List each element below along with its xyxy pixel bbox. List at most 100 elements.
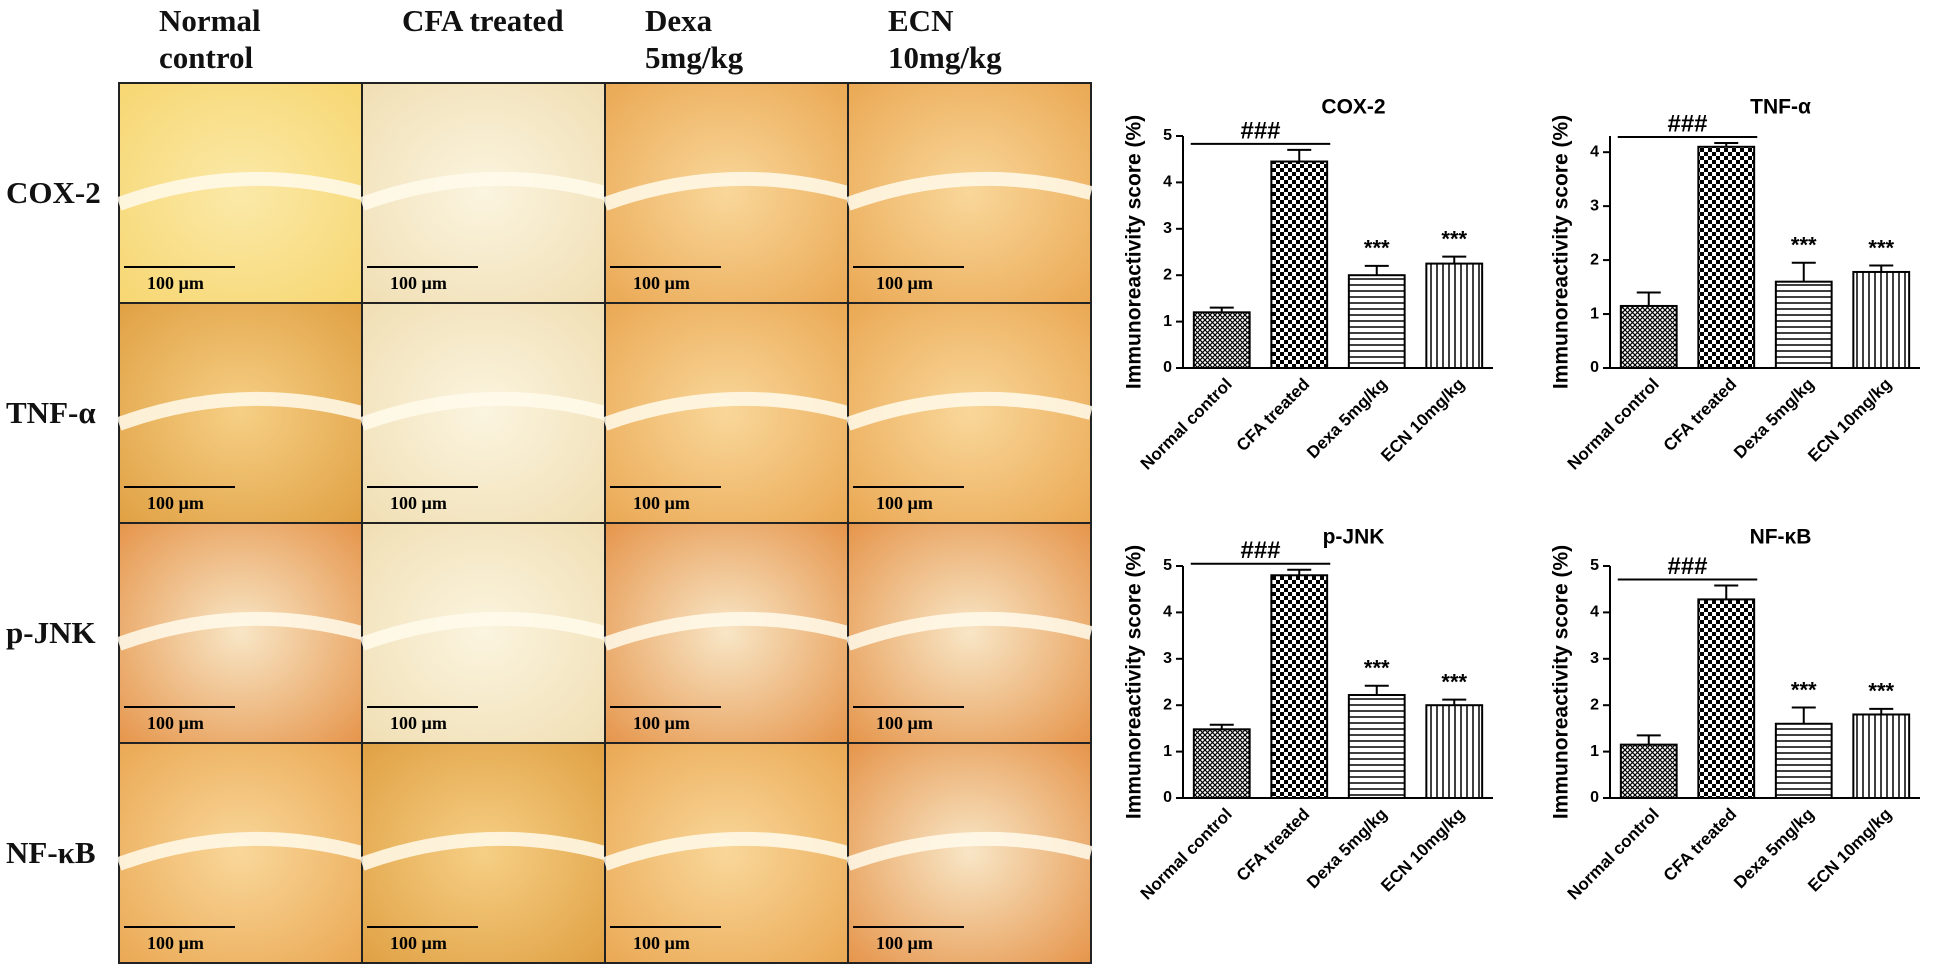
- scale-bar-label: 100 µm: [147, 493, 204, 513]
- tissue-band: [845, 391, 1093, 431]
- row-label: TNF-α: [6, 395, 96, 430]
- tissue-band: [359, 171, 607, 211]
- y-tick-label: 0: [1163, 789, 1172, 806]
- error-bar: [1442, 698, 1467, 706]
- scale-bar-label: 100 µm: [876, 713, 933, 733]
- column-header: CFA treated: [402, 3, 564, 38]
- bar: [1192, 728, 1251, 799]
- tissue-band: [116, 391, 364, 431]
- y-tick-label: 4: [1590, 143, 1599, 160]
- bar: [1697, 145, 1756, 369]
- scale-bar-label: 100 µm: [147, 933, 204, 953]
- y-tick-label: 0: [1590, 789, 1599, 806]
- category-label: ECN 10mg/kg: [1804, 375, 1895, 466]
- category-label: Normal control: [1564, 805, 1663, 904]
- tissue-band: [602, 171, 850, 211]
- bracket-label: ###: [1240, 537, 1280, 564]
- error-bar: [1209, 306, 1234, 313]
- bar: [1425, 262, 1484, 370]
- tissue-band: [359, 831, 607, 871]
- category-label: Dexa 5mg/kg: [1730, 805, 1818, 893]
- category-label: ECN 10mg/kg: [1804, 805, 1895, 896]
- y-axis-label: Immunoreactivity score (%): [1550, 545, 1573, 819]
- y-tick-label: 5: [1163, 127, 1172, 144]
- tissue-band: [116, 171, 364, 211]
- chart-title: TNF-α: [1750, 96, 1811, 119]
- scale-bar-label: 100 µm: [633, 273, 690, 293]
- scale-bar-label: 100 µm: [390, 713, 447, 733]
- bar: [1347, 693, 1406, 800]
- scale-bar-label: 100 µm: [147, 273, 204, 293]
- bracket-label: ###: [1240, 117, 1280, 144]
- error-bar: [1364, 264, 1389, 276]
- significance-marker: ***: [1441, 669, 1467, 694]
- error-bar: [1714, 584, 1739, 600]
- category-label: CFA treated: [1233, 375, 1313, 455]
- tissue-band: [359, 391, 607, 431]
- y-axis-label: Immunoreactivity score (%): [1550, 115, 1573, 389]
- y-tick-label: 4: [1163, 174, 1172, 191]
- category-label: Normal control: [1564, 375, 1663, 474]
- scale-bar-label: 100 µm: [390, 273, 447, 293]
- scale-bar-label: 100 µm: [633, 713, 690, 733]
- y-tick-label: 3: [1590, 650, 1599, 667]
- y-tick-label: 4: [1163, 604, 1172, 621]
- y-tick-label: 3: [1163, 650, 1172, 667]
- category-label: CFA treated: [1660, 805, 1740, 885]
- error-bar: [1636, 291, 1661, 306]
- y-tick-label: 1: [1590, 305, 1599, 322]
- tissue-band: [845, 831, 1093, 871]
- bar: [1774, 722, 1833, 800]
- scale-bar-label: 100 µm: [876, 493, 933, 513]
- y-tick-label: 1: [1590, 743, 1599, 760]
- y-tick-label: 5: [1590, 557, 1599, 574]
- significance-marker: ***: [1868, 679, 1894, 704]
- tissue-band: [602, 831, 850, 871]
- category-label: ECN 10mg/kg: [1377, 375, 1468, 466]
- category-label: CFA treated: [1660, 375, 1740, 455]
- error-bar: [1636, 734, 1661, 745]
- category-label: Normal control: [1137, 805, 1236, 904]
- category-label: Dexa 5mg/kg: [1303, 805, 1391, 893]
- significance-marker: ***: [1868, 235, 1894, 260]
- significance-marker: ***: [1364, 236, 1390, 261]
- scale-bar-label: 100 µm: [633, 933, 690, 953]
- y-tick-label: 2: [1590, 696, 1599, 713]
- error-bar: [1714, 142, 1739, 147]
- bar: [1270, 160, 1329, 369]
- error-bar: [1791, 261, 1816, 282]
- bar: [1425, 704, 1484, 800]
- category-label: Normal control: [1137, 375, 1236, 474]
- y-tick-label: 2: [1163, 266, 1172, 283]
- bar: [1774, 280, 1833, 369]
- y-axis-label: Immunoreactivity score (%): [1123, 545, 1146, 819]
- bar: [1852, 270, 1911, 370]
- tissue-band: [845, 171, 1093, 211]
- column-header: Dexa 5mg/kg: [645, 3, 744, 75]
- error-bar: [1442, 255, 1467, 264]
- y-tick-label: 1: [1163, 743, 1172, 760]
- tissue-band: [359, 611, 607, 651]
- tissue-band: [116, 831, 364, 871]
- category-label: Dexa 5mg/kg: [1303, 375, 1391, 463]
- category-label: ECN 10mg/kg: [1377, 805, 1468, 896]
- scale-bar-label: 100 µm: [147, 713, 204, 733]
- bar: [1347, 274, 1406, 370]
- tissue-band: [602, 611, 850, 651]
- bar: [1619, 304, 1678, 370]
- tissue-band: [602, 391, 850, 431]
- bar: [1852, 713, 1911, 799]
- y-tick-label: 2: [1590, 251, 1599, 268]
- significance-marker: ***: [1791, 677, 1817, 702]
- scale-bar-label: 100 µm: [390, 933, 447, 953]
- row-label: NF-κB: [6, 835, 96, 870]
- column-header: Normal control: [159, 3, 261, 75]
- scale-bar-label: 100 µm: [876, 933, 933, 953]
- y-tick-label: 1: [1163, 313, 1172, 330]
- error-bar: [1287, 148, 1312, 162]
- y-tick-label: 0: [1163, 359, 1172, 376]
- y-tick-label: 2: [1163, 696, 1172, 713]
- significance-marker: ***: [1364, 656, 1390, 681]
- error-bar: [1869, 707, 1894, 715]
